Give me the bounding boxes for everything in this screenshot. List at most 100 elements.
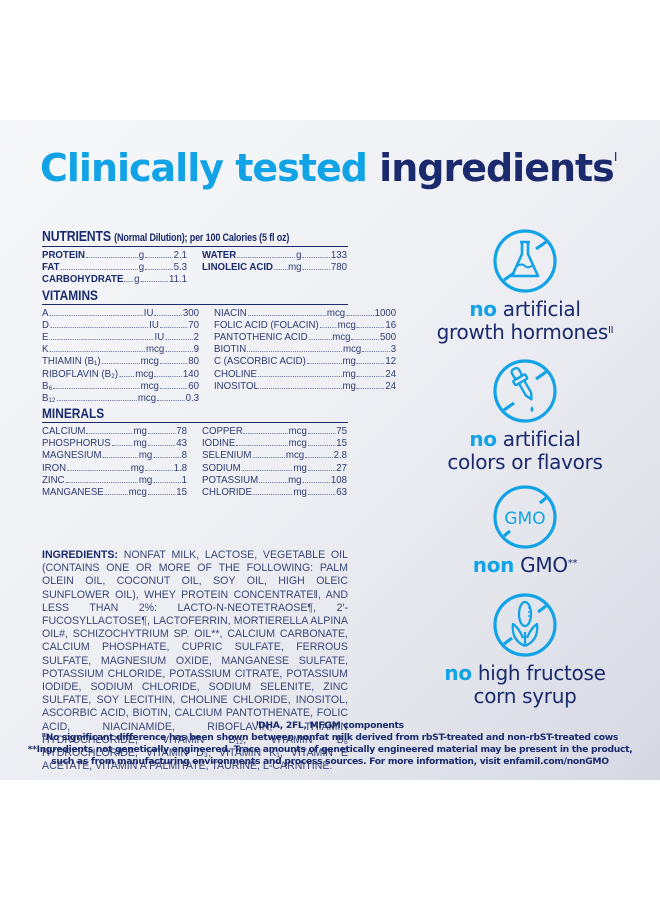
nutrient-unit: mcg (332, 330, 351, 343)
leader-dots (307, 469, 336, 471)
claim-line-1: artificial (496, 427, 581, 451)
leader-dots (49, 338, 154, 340)
nutrient-name: RIBOFLAVIN (B₂) (42, 367, 119, 380)
divider (42, 303, 348, 305)
nutrient-row: B₆ mcg 60 (42, 380, 199, 392)
claim-non-gmo: GMO non GMO** (420, 484, 630, 577)
title-footnote-mark: I (613, 150, 617, 164)
claim-line-1: artificial (496, 297, 581, 321)
nutrient-row: C (ASCORBIC ACID) mg 12 (214, 355, 396, 367)
leader-dots (53, 387, 140, 389)
nutrient-unit: mg (342, 379, 356, 392)
nutrient-row: NIACIN mcg 1000 (214, 307, 396, 319)
nutrient-unit: IU (143, 306, 154, 319)
nutrient-row: D IU 70 (42, 319, 199, 331)
leader-dots (302, 269, 331, 271)
nutrient-unit: mg (342, 355, 356, 368)
nutrient-name: PHOSPHORUS (42, 437, 111, 450)
nutrient-row: CALCIUM mg 78 (42, 425, 187, 437)
nutrient-name: NIACIN (214, 306, 247, 319)
leader-dots (356, 387, 385, 389)
claim-line-2: growth hormones (436, 320, 609, 344)
nutrient-value: 2.1 (173, 249, 188, 261)
nutrient-unit: mcg (343, 343, 362, 356)
nutrient-name: THIAMIN (B₁) (42, 355, 101, 368)
vitamins-header: VITAMINS (42, 286, 98, 303)
nutrient-row: WATER g 133 (202, 249, 347, 261)
leader-dots (356, 363, 385, 365)
footnote-2: ᴵᴵNo significant difference has been sho… (41, 732, 619, 743)
nutrient-row: IODINE mcg 15 (202, 437, 347, 449)
nutrient-value: 78 (176, 425, 188, 438)
leader-dots (147, 433, 176, 435)
claim-text: non GMO** (420, 554, 630, 577)
nutrient-name: CARBOHYDRATE (42, 273, 124, 286)
nutrient-row: PROTEIN g 2.1 (42, 249, 187, 261)
nutrient-name: CHLORIDE (202, 486, 252, 498)
nutrients-header: NUTRIENTS (Normal Dilution); per 100 Cal… (42, 228, 293, 245)
nutrient-name: CHOLINE (214, 367, 257, 380)
leader-dots (49, 314, 143, 316)
nutrient-value: 0.3 (185, 391, 200, 404)
vitamins-right-column: NIACIN mcg 1000 FOLIC ACID (FOLACIN) mcg 16 PA… (214, 307, 397, 405)
footnote-4: such as from manufacturing environments … (51, 756, 609, 767)
nutrient-value: 12 (385, 355, 397, 368)
svg-text:GMO: GMO (504, 509, 545, 529)
leader-dots (302, 481, 331, 483)
claim-text: no artificial growth hormonesII (420, 298, 630, 344)
nutrient-row: MANGANESE mcg 15 (42, 486, 187, 498)
leader-dots (124, 281, 134, 283)
nutrient-row: FAT g 5.3 (42, 261, 187, 273)
nutrient-name: E (42, 330, 49, 343)
nutrient-unit: mcg (285, 449, 305, 462)
nutrient-value: 1.8 (173, 461, 188, 474)
nutrient-value: 60 (188, 379, 200, 392)
leader-dots (102, 457, 138, 459)
leader-dots (154, 314, 182, 316)
leader-dots (305, 457, 333, 459)
nutrient-row: LINOLEIC ACID mg 780 (202, 261, 347, 273)
leader-dots (351, 338, 380, 340)
nutrient-name: WATER (202, 249, 237, 261)
ingredients-label: INGREDIENTS: (42, 549, 118, 561)
claim-text: no high fructose corn syrup (420, 662, 630, 708)
nutrient-value: 5.3 (173, 261, 188, 274)
minerals-header: MINERALS (42, 405, 105, 422)
claim-emphasis: non (472, 553, 515, 577)
minerals-left-column: CALCIUM mg 78 PHOSPHORUS mg 43 MAGNESIUM mg 8 IRO… (42, 425, 188, 498)
nutrient-name: PANTOTHENIC ACID (214, 330, 308, 343)
leader-dots (252, 494, 293, 495)
nutrient-name: COPPER (202, 425, 243, 438)
leader-dots (145, 257, 173, 258)
leader-dots (49, 351, 146, 353)
nutrient-row: COPPER mcg 75 (202, 425, 347, 437)
leader-dots (273, 269, 288, 271)
nutrient-row: INOSITOL mg 24 (214, 380, 396, 392)
macros-grid: PROTEIN g 2.1 WATER g 133 FAT g 5.3 LINOLEIC ACID… (42, 249, 348, 286)
ingredients-text: NONFAT MILK, LACTOSE, VEGETABLE OIL (CON… (42, 549, 348, 773)
leader-dots (56, 399, 137, 401)
nutrient-row: CHLORIDE mg 63 (202, 486, 347, 498)
leader-dots (65, 481, 138, 483)
leader-dots (60, 269, 138, 271)
nutrient-unit: mg (342, 367, 356, 380)
nutrient-value: 70 (188, 318, 200, 331)
nutrient-row: E IU 2 (42, 331, 199, 343)
nutrient-value: 24 (385, 379, 397, 392)
nutrient-name: IRON (42, 461, 67, 474)
leader-dots (302, 257, 331, 258)
no-gmo-icon: GMO (493, 485, 557, 549)
leader-dots (49, 326, 149, 328)
nutrient-unit: mcg (137, 391, 157, 404)
nutrient-row: B₁₂ mcg 0.3 (42, 392, 199, 404)
nutrient-row: ZINC mg 1 (42, 474, 187, 486)
leader-dots (147, 445, 176, 447)
nutrient-value: 27 (336, 461, 348, 474)
leader-dots (140, 281, 169, 283)
nutrient-name: POTASSIUM (202, 473, 259, 486)
leader-dots (147, 494, 176, 495)
footnote-3: **Ingredients not genetically engineered… (27, 744, 633, 755)
leader-dots (153, 457, 181, 459)
nutrient-name: B₆ (42, 379, 53, 392)
